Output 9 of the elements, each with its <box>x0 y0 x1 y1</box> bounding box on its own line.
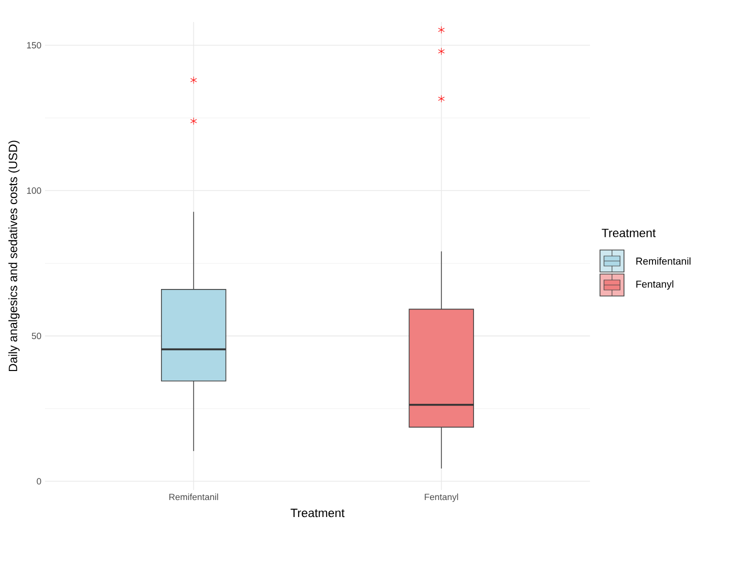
legend-label: Fentanyl <box>636 280 674 290</box>
y-tick-label: 100 <box>27 187 42 194</box>
y-tick-label: 150 <box>27 42 42 48</box>
legend-label: Remifentanil <box>636 257 690 265</box>
x-axis-title: Treatment <box>290 508 345 518</box>
y-axis-title: Daily analgesics and sedatives costs (USD) <box>8 140 20 372</box>
y-tick-label: 50 <box>32 332 42 340</box>
y-tick-label: 0 <box>36 478 42 484</box>
legend-title: Treatment <box>602 228 656 238</box>
